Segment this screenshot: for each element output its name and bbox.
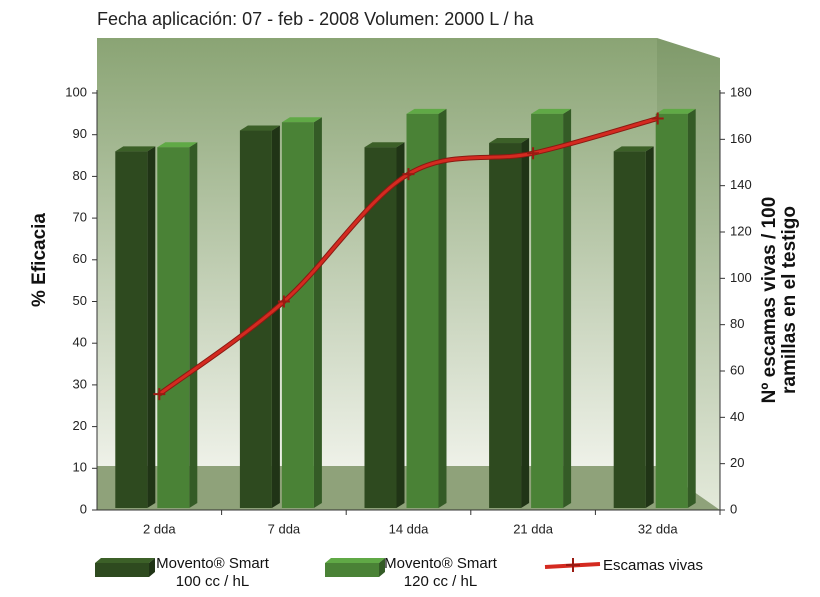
bar-side	[438, 108, 447, 508]
y-axis-label: % Eficacia	[29, 213, 50, 307]
bar-top	[613, 146, 654, 152]
y2-tick-label: 80	[730, 316, 744, 331]
x-tick-label: 21 dda	[513, 521, 554, 536]
y2-tick-label: 40	[730, 409, 744, 424]
y2-tick-label: 0	[730, 501, 737, 516]
legend-swatch-top	[325, 558, 385, 563]
bar-side	[645, 146, 654, 508]
y-tick-label: 40	[73, 335, 87, 350]
line-marker	[651, 112, 664, 125]
bar	[489, 143, 522, 509]
line-marker	[153, 388, 166, 401]
bar-top	[655, 108, 696, 114]
bar-side	[563, 108, 572, 508]
bar-side	[521, 138, 530, 509]
y2-tick-label: 60	[730, 362, 744, 377]
bar	[157, 147, 190, 508]
bar	[281, 122, 314, 508]
y2-axis-label: Nº escamas vivas / 100 ramillas en el te…	[759, 196, 800, 404]
bar-side	[147, 146, 156, 508]
y2-tick-label: 140	[730, 177, 752, 192]
y-tick-label: 30	[73, 376, 87, 391]
chart-title: Fecha aplicación: 07 - feb - 2008 Volume…	[97, 9, 535, 29]
bar-top	[281, 117, 322, 123]
bar	[613, 151, 646, 508]
y-tick-label: 20	[73, 418, 87, 433]
x-tick-label: 32 dda	[638, 521, 679, 536]
bar-top	[531, 108, 572, 114]
bar-side	[271, 125, 280, 508]
y-tick-label: 100	[65, 84, 87, 99]
bar	[406, 113, 439, 508]
legend-swatch	[325, 563, 379, 577]
bar	[531, 113, 564, 508]
y-tick-label: 50	[73, 293, 87, 308]
bar-top	[406, 108, 447, 114]
line-marker	[277, 295, 290, 308]
legend-swatch-side	[379, 558, 385, 577]
bar	[115, 151, 148, 508]
bar-top	[239, 125, 280, 131]
bar-top	[364, 142, 405, 148]
y-tick-label: 70	[73, 210, 87, 225]
y-tick-label: 80	[73, 168, 87, 183]
x-tick-label: 2 dda	[143, 521, 176, 536]
bar-side	[396, 142, 405, 508]
bar-side	[189, 142, 198, 508]
y2-tick-label: 180	[730, 84, 752, 99]
legend-swatch-top	[95, 558, 155, 563]
legend-marker	[566, 558, 580, 572]
y-tick-label: 0	[80, 501, 87, 516]
x-tick-label: 14 dda	[389, 521, 430, 536]
legend-swatch-side	[149, 558, 155, 577]
y2-tick-label: 100	[730, 270, 752, 285]
bar	[655, 113, 688, 508]
legend-label: Escamas vivas	[603, 557, 704, 574]
x-tick-label: 7 dda	[268, 521, 301, 536]
bar	[364, 147, 397, 508]
y2-tick-label: 20	[730, 455, 744, 470]
y-tick-label: 10	[73, 460, 87, 475]
line	[158, 117, 659, 396]
bar-side	[313, 117, 322, 508]
bar-top	[157, 142, 198, 148]
legend-label: Movento® Smart 100 cc / hL	[156, 555, 269, 590]
line-marker	[402, 168, 415, 181]
line-marker	[527, 147, 540, 160]
legend-label: Movento® Smart 120 cc / hL	[384, 555, 497, 590]
y-tick-label: 60	[73, 251, 87, 266]
legend-swatch	[95, 563, 149, 577]
y2-tick-label: 120	[730, 223, 752, 238]
y-tick-label: 90	[73, 126, 87, 141]
bar-top	[115, 146, 156, 152]
bar-side	[687, 108, 696, 508]
bar-top	[489, 138, 530, 144]
y2-tick-label: 160	[730, 131, 752, 146]
bar	[239, 130, 272, 508]
